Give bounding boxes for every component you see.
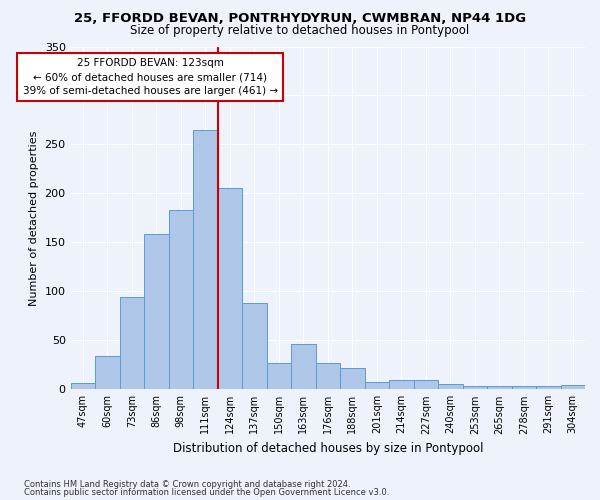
Y-axis label: Number of detached properties: Number of detached properties	[29, 130, 39, 306]
Bar	[389, 380, 413, 390]
Bar	[536, 386, 560, 390]
Bar	[95, 356, 119, 390]
X-axis label: Distribution of detached houses by size in Pontypool: Distribution of detached houses by size …	[173, 442, 483, 455]
Bar	[193, 130, 218, 390]
Bar	[144, 234, 169, 390]
Bar	[169, 210, 193, 390]
Text: Size of property relative to detached houses in Pontypool: Size of property relative to detached ho…	[130, 24, 470, 37]
Text: 25 FFORDD BEVAN: 123sqm
← 60% of detached houses are smaller (714)
39% of semi-d: 25 FFORDD BEVAN: 123sqm ← 60% of detache…	[23, 58, 278, 96]
Bar	[438, 384, 463, 390]
Bar	[512, 386, 536, 390]
Bar	[291, 344, 316, 390]
Bar	[242, 303, 266, 390]
Bar	[413, 380, 438, 390]
Text: 25, FFORDD BEVAN, PONTRHYDYRUN, CWMBRAN, NP44 1DG: 25, FFORDD BEVAN, PONTRHYDYRUN, CWMBRAN,…	[74, 12, 526, 24]
Bar	[560, 386, 585, 390]
Text: Contains public sector information licensed under the Open Government Licence v3: Contains public sector information licen…	[24, 488, 389, 497]
Bar	[316, 363, 340, 390]
Bar	[365, 382, 389, 390]
Bar	[119, 297, 144, 390]
Bar	[340, 368, 365, 390]
Bar	[266, 363, 291, 390]
Bar	[218, 188, 242, 390]
Bar	[487, 386, 512, 390]
Text: Contains HM Land Registry data © Crown copyright and database right 2024.: Contains HM Land Registry data © Crown c…	[24, 480, 350, 489]
Bar	[463, 386, 487, 390]
Bar	[71, 384, 95, 390]
